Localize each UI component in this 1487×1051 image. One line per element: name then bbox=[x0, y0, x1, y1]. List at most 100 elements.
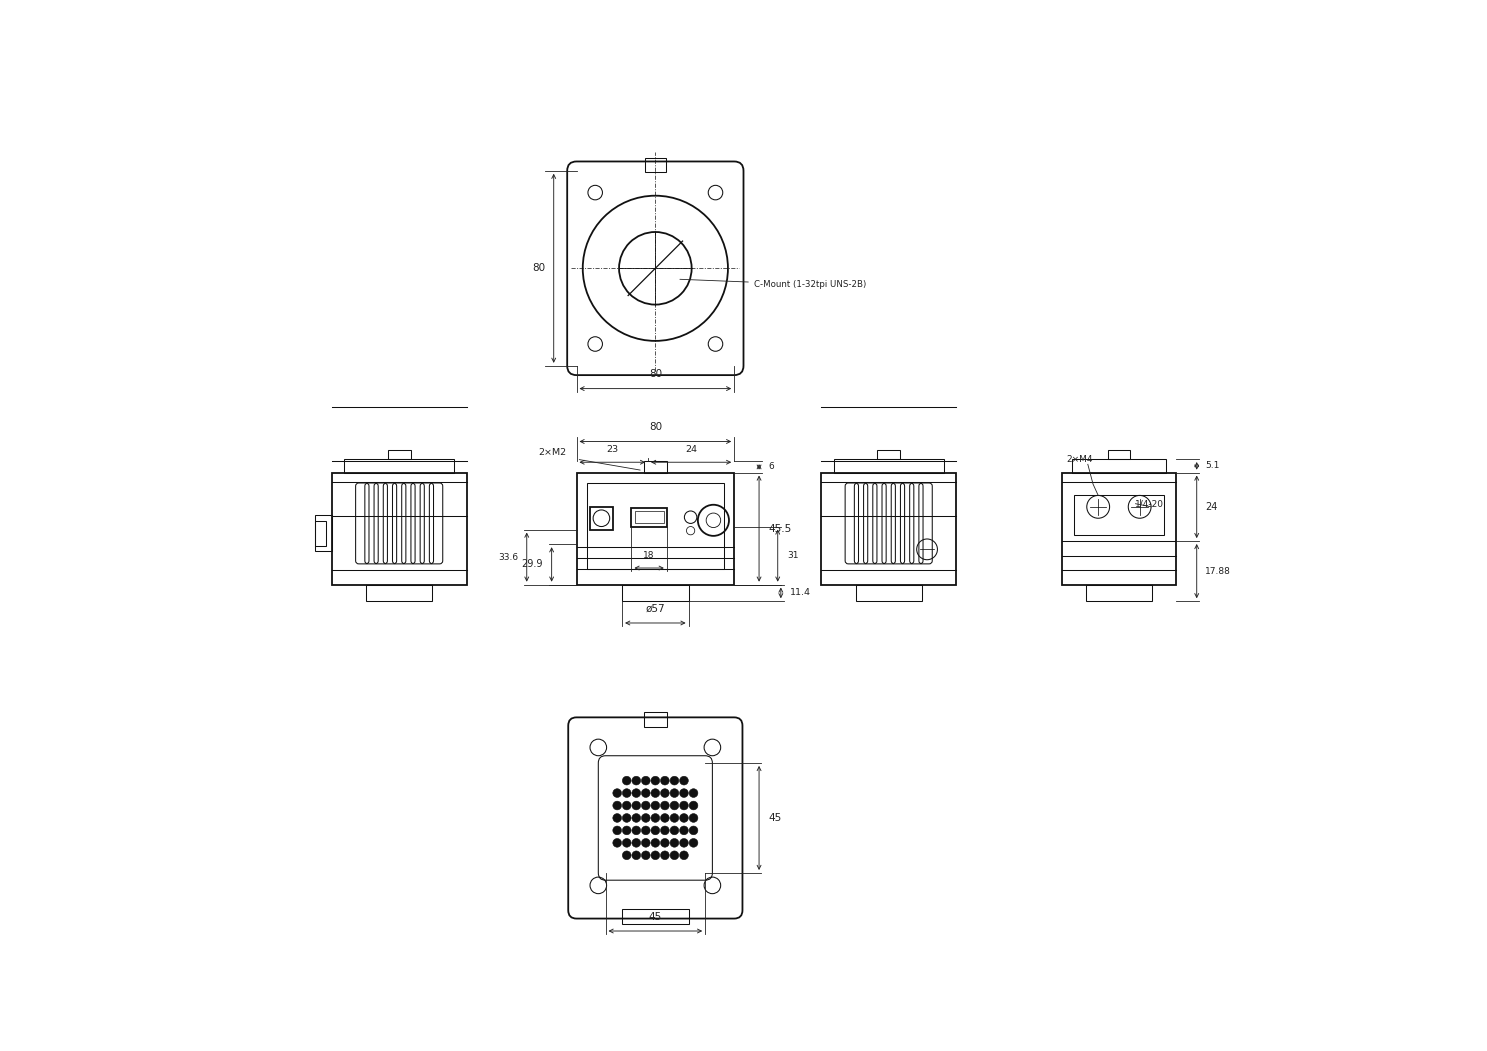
Circle shape bbox=[680, 777, 688, 785]
Circle shape bbox=[660, 826, 669, 834]
Bar bbox=[1072, 459, 1166, 473]
Circle shape bbox=[632, 851, 641, 860]
Circle shape bbox=[641, 777, 650, 785]
Text: 29.9: 29.9 bbox=[520, 559, 543, 570]
Bar bbox=[590, 507, 613, 530]
Text: 2×M2: 2×M2 bbox=[538, 448, 567, 457]
Circle shape bbox=[671, 839, 678, 847]
Bar bbox=[1108, 450, 1130, 459]
Circle shape bbox=[651, 777, 660, 785]
Text: 1/4-20: 1/4-20 bbox=[1135, 499, 1163, 509]
Circle shape bbox=[613, 826, 622, 834]
Circle shape bbox=[680, 788, 688, 798]
Text: C-Mount (1-32tpi UNS-2B): C-Mount (1-32tpi UNS-2B) bbox=[680, 280, 865, 289]
Text: 80: 80 bbox=[648, 423, 662, 432]
Circle shape bbox=[641, 801, 650, 810]
Bar bbox=[622, 909, 688, 924]
Text: 18: 18 bbox=[644, 551, 654, 560]
Circle shape bbox=[632, 813, 641, 822]
Bar bbox=[644, 461, 666, 473]
Text: 5.1: 5.1 bbox=[1204, 461, 1219, 471]
Circle shape bbox=[660, 801, 669, 810]
Circle shape bbox=[680, 813, 688, 822]
Text: 45: 45 bbox=[769, 813, 782, 823]
Circle shape bbox=[641, 826, 650, 834]
Circle shape bbox=[671, 788, 678, 798]
Circle shape bbox=[641, 813, 650, 822]
Circle shape bbox=[688, 839, 697, 847]
Circle shape bbox=[688, 826, 697, 834]
Circle shape bbox=[651, 851, 660, 860]
Circle shape bbox=[680, 851, 688, 860]
Circle shape bbox=[632, 777, 641, 785]
Bar bbox=[877, 450, 900, 459]
Bar bbox=[855, 584, 922, 601]
Circle shape bbox=[623, 788, 630, 798]
Circle shape bbox=[680, 801, 688, 810]
Circle shape bbox=[623, 851, 630, 860]
Circle shape bbox=[651, 839, 660, 847]
Circle shape bbox=[688, 813, 697, 822]
Bar bbox=[635, 511, 663, 523]
Text: 45.5: 45.5 bbox=[769, 523, 791, 534]
Circle shape bbox=[613, 788, 622, 798]
Circle shape bbox=[680, 839, 688, 847]
Text: 33.6: 33.6 bbox=[498, 553, 519, 561]
Circle shape bbox=[671, 851, 678, 860]
Circle shape bbox=[632, 788, 641, 798]
Text: 80: 80 bbox=[648, 369, 662, 379]
Circle shape bbox=[660, 788, 669, 798]
Circle shape bbox=[613, 801, 622, 810]
Circle shape bbox=[632, 839, 641, 847]
Text: 2×M4: 2×M4 bbox=[1066, 455, 1093, 465]
Circle shape bbox=[671, 826, 678, 834]
Circle shape bbox=[660, 839, 669, 847]
Circle shape bbox=[671, 813, 678, 822]
Bar bbox=[622, 584, 688, 601]
Circle shape bbox=[632, 826, 641, 834]
Circle shape bbox=[623, 839, 630, 847]
Circle shape bbox=[660, 813, 669, 822]
Text: 24: 24 bbox=[686, 445, 697, 454]
Bar bbox=[1062, 473, 1176, 584]
Circle shape bbox=[651, 801, 660, 810]
Circle shape bbox=[623, 801, 630, 810]
Bar bbox=[587, 483, 724, 569]
Bar bbox=[343, 459, 454, 473]
Bar bbox=[645, 159, 666, 172]
Text: 11.4: 11.4 bbox=[790, 589, 812, 597]
Bar bbox=[644, 713, 666, 726]
Circle shape bbox=[651, 788, 660, 798]
Circle shape bbox=[651, 826, 660, 834]
Circle shape bbox=[688, 801, 697, 810]
Circle shape bbox=[680, 826, 688, 834]
Text: 17.88: 17.88 bbox=[1204, 566, 1231, 576]
Text: 23: 23 bbox=[607, 445, 619, 454]
Circle shape bbox=[641, 839, 650, 847]
Text: 24: 24 bbox=[1204, 501, 1218, 512]
Text: ø57: ø57 bbox=[645, 603, 665, 614]
Circle shape bbox=[623, 826, 630, 834]
Bar bbox=[332, 473, 467, 584]
Bar bbox=[1086, 584, 1152, 601]
Bar bbox=[366, 584, 433, 601]
Bar bbox=[577, 473, 735, 584]
Circle shape bbox=[632, 801, 641, 810]
Text: 6: 6 bbox=[769, 462, 775, 472]
Circle shape bbox=[660, 851, 669, 860]
Bar bbox=[834, 459, 944, 473]
Bar bbox=[315, 515, 332, 552]
Circle shape bbox=[688, 788, 697, 798]
Circle shape bbox=[641, 788, 650, 798]
Circle shape bbox=[613, 839, 622, 847]
Circle shape bbox=[671, 801, 678, 810]
Bar bbox=[315, 520, 326, 545]
Circle shape bbox=[613, 813, 622, 822]
Bar bbox=[821, 473, 956, 584]
Text: 80: 80 bbox=[532, 264, 546, 273]
Circle shape bbox=[651, 813, 660, 822]
Circle shape bbox=[671, 777, 678, 785]
Bar bbox=[632, 508, 666, 527]
Bar bbox=[388, 450, 410, 459]
Circle shape bbox=[623, 813, 630, 822]
